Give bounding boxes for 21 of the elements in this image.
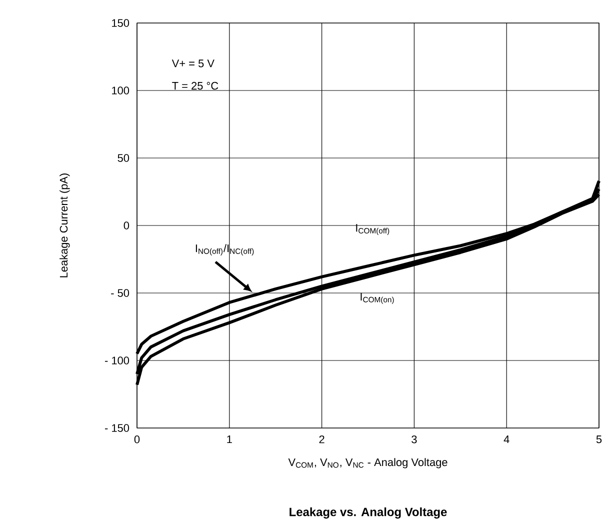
- annotation: I$_{NO(off)}$/I$_{NC(off)}$: [196, 244, 254, 256]
- y-tick-label: - 150: [105, 424, 130, 432]
- y-tick-label: 150: [112, 19, 130, 27]
- x-tick-label: 2: [319, 436, 324, 444]
- annotation: I$_{COM(off)}$: [356, 224, 390, 236]
- annotation: I$_{COM(on)}$: [360, 292, 394, 304]
- x-axis-title: V$_{COM}$, V$_{NO}$, V$_{NC}$ - Analog Voltage: [288, 458, 448, 468]
- x-tick-label: 1: [227, 436, 232, 444]
- annotation: T = 25 °C: [172, 82, 218, 90]
- x-tick-label: 4: [504, 436, 510, 444]
- y-axis-title: Leakage Current (pA): [60, 174, 70, 278]
- text: Leakage vs. Analog Voltage: [290, 507, 447, 519]
- y-tick-label: - 50: [111, 289, 130, 297]
- y-tick-label: 50: [118, 154, 130, 162]
- x-tick-label: 0: [134, 436, 140, 444]
- x-tick-label: 3: [412, 436, 417, 444]
- y-tick-label: 0: [124, 222, 130, 230]
- x-tick-label: 5: [596, 436, 602, 444]
- y-tick-label: 100: [112, 86, 130, 94]
- y-tick-label: - 100: [105, 356, 130, 364]
- annotation: V+ = 5 V: [172, 60, 214, 68]
